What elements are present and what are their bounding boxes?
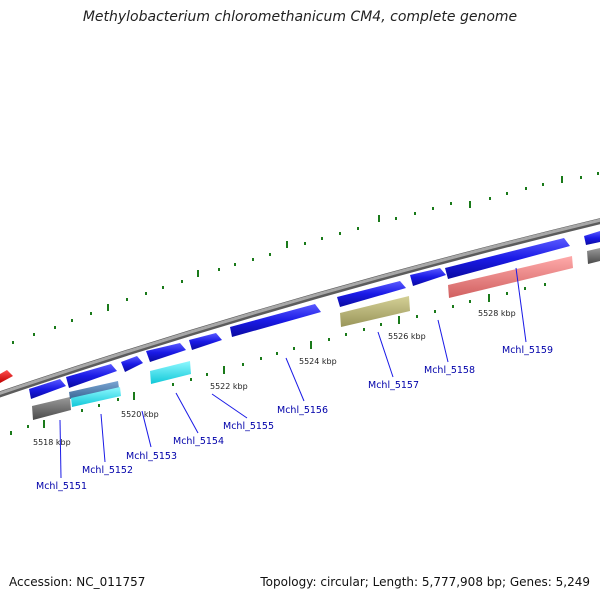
leader-line	[100, 413, 106, 463]
gene-label-mchl-5151[interactable]: Mchl_5151	[36, 481, 87, 492]
scale-labels: 5518 kbp 5520 kbp 5522 kbp 5524 kbp 5526…	[33, 309, 516, 447]
forward-genes	[0, 231, 600, 399]
gene-reverse-red[interactable]	[0, 370, 13, 383]
inner-tick-row	[10, 283, 546, 435]
leader-line	[59, 419, 62, 479]
leader-line	[175, 392, 199, 434]
gene-label-mchl-5155[interactable]: Mchl_5155	[223, 421, 274, 432]
gene-label-mchl-5154[interactable]: Mchl_5154	[173, 436, 224, 447]
accession-label: Accession: NC_011757	[9, 575, 146, 589]
leader-line	[515, 267, 527, 343]
gene-labels: Mchl_5151 Mchl_5152 Mchl_5153 Mchl_5154 …	[36, 345, 553, 492]
gene-arrow[interactable]	[146, 343, 186, 362]
scale-label: 5522 kbp	[210, 382, 248, 391]
gene-arrow[interactable]	[66, 364, 117, 388]
gene-arrow[interactable]	[337, 281, 406, 307]
gene-label-mchl-5156[interactable]: Mchl_5156	[277, 405, 328, 416]
gene-label-mchl-5159[interactable]: Mchl_5159	[502, 345, 553, 356]
gene-label-mchl-5158[interactable]: Mchl_5158	[424, 365, 475, 376]
feature-bar-pink[interactable]	[448, 256, 573, 298]
gene-arrow[interactable]	[410, 268, 446, 286]
gene-arrow[interactable]	[584, 231, 600, 245]
leader-line	[377, 331, 394, 378]
gene-arrow[interactable]	[29, 379, 66, 399]
leader-line	[211, 393, 248, 419]
feature-bar-gray[interactable]	[32, 397, 71, 420]
feature-bar-gray[interactable]	[587, 248, 600, 264]
gene-arrow[interactable]	[189, 333, 222, 350]
gene-arrow[interactable]	[230, 304, 321, 337]
scale-label: 5528 kbp	[478, 309, 516, 318]
leader-line	[285, 357, 305, 402]
scale-label: 5518 kbp	[33, 438, 71, 447]
genome-summary: Topology: circular; Length: 5,777,908 bp…	[260, 575, 590, 589]
outer-tick-row	[12, 172, 599, 344]
scale-label: 5520 kbp	[121, 410, 159, 419]
leader-line	[141, 410, 152, 448]
scale-label: 5526 kbp	[388, 332, 426, 341]
gene-label-mchl-5157[interactable]: Mchl_5157	[368, 380, 419, 391]
feature-bar-cyan[interactable]	[150, 361, 191, 384]
feature-bar-steel[interactable]	[69, 381, 119, 399]
gene-arrow[interactable]	[445, 238, 570, 279]
scale-label: 5524 kbp	[299, 357, 337, 366]
feature-bar-cyan[interactable]	[71, 387, 121, 407]
gene-label-mchl-5152[interactable]: Mchl_5152	[82, 465, 133, 476]
label-leaders	[59, 267, 527, 479]
gene-label-mchl-5153[interactable]: Mchl_5153	[126, 451, 177, 462]
feature-bar-olive[interactable]	[340, 296, 410, 327]
leader-line	[437, 319, 449, 363]
gene-arrow[interactable]	[121, 356, 143, 372]
feature-bars	[32, 248, 600, 420]
genome-backbone	[0, 218, 600, 398]
genome-title: Methylobacterium chloromethanicum CM4, c…	[82, 9, 518, 25]
